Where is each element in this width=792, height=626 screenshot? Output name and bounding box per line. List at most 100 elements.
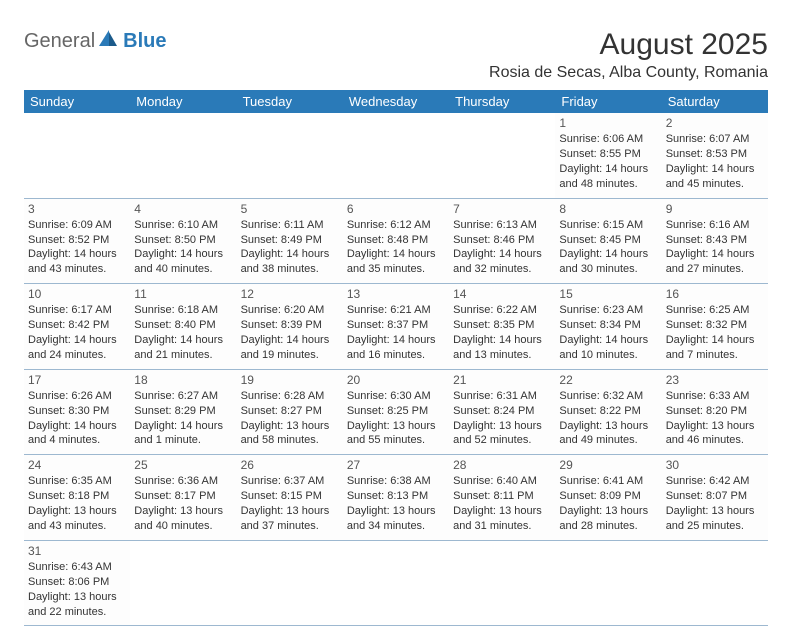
sunrise-text: Sunrise: 6:18 AM (134, 303, 232, 318)
calendar-day-cell: 25Sunrise: 6:36 AMSunset: 8:17 PMDayligh… (130, 455, 236, 541)
daylight-text: Daylight: 13 hours and 22 minutes. (28, 590, 126, 620)
day-number: 29 (559, 457, 657, 473)
sunrise-text: Sunrise: 6:38 AM (347, 474, 445, 489)
sunset-text: Sunset: 8:46 PM (453, 233, 551, 248)
sunset-text: Sunset: 8:40 PM (134, 318, 232, 333)
sunset-text: Sunset: 8:30 PM (28, 404, 126, 419)
day-number: 11 (134, 286, 232, 302)
daylight-text: Daylight: 14 hours and 48 minutes. (559, 162, 657, 192)
sunrise-text: Sunrise: 6:11 AM (241, 218, 339, 233)
calendar-day-cell (130, 540, 236, 626)
location-text: Rosia de Secas, Alba County, Romania (489, 64, 768, 82)
calendar-day-cell: 14Sunrise: 6:22 AMSunset: 8:35 PMDayligh… (449, 284, 555, 370)
brand-part2: Blue (123, 30, 166, 53)
sunset-text: Sunset: 8:09 PM (559, 489, 657, 504)
daylight-text: Daylight: 14 hours and 13 minutes. (453, 333, 551, 363)
calendar-day-cell: 19Sunrise: 6:28 AMSunset: 8:27 PMDayligh… (237, 369, 343, 455)
day-number: 21 (453, 372, 551, 388)
daylight-text: Daylight: 14 hours and 1 minute. (134, 419, 232, 449)
day-number: 27 (347, 457, 445, 473)
sunset-text: Sunset: 8:13 PM (347, 489, 445, 504)
column-header: Wednesday (343, 90, 449, 113)
sunrise-text: Sunrise: 6:15 AM (559, 218, 657, 233)
sunrise-text: Sunrise: 6:12 AM (347, 218, 445, 233)
day-number: 4 (134, 201, 232, 217)
calendar-day-cell: 16Sunrise: 6:25 AMSunset: 8:32 PMDayligh… (662, 284, 768, 370)
daylight-text: Daylight: 13 hours and 49 minutes. (559, 419, 657, 449)
calendar-day-cell: 23Sunrise: 6:33 AMSunset: 8:20 PMDayligh… (662, 369, 768, 455)
calendar-day-cell (662, 540, 768, 626)
column-header: Monday (130, 90, 236, 113)
calendar-day-cell: 13Sunrise: 6:21 AMSunset: 8:37 PMDayligh… (343, 284, 449, 370)
sunrise-text: Sunrise: 6:26 AM (28, 389, 126, 404)
calendar-day-cell (449, 113, 555, 198)
column-header: Saturday (662, 90, 768, 113)
sunset-text: Sunset: 8:07 PM (666, 489, 764, 504)
sunset-text: Sunset: 8:29 PM (134, 404, 232, 419)
sunset-text: Sunset: 8:06 PM (28, 575, 126, 590)
day-number: 20 (347, 372, 445, 388)
day-number: 6 (347, 201, 445, 217)
daylight-text: Daylight: 14 hours and 21 minutes. (134, 333, 232, 363)
day-number: 17 (28, 372, 126, 388)
sunset-text: Sunset: 8:24 PM (453, 404, 551, 419)
calendar-day-cell: 24Sunrise: 6:35 AMSunset: 8:18 PMDayligh… (24, 455, 130, 541)
calendar-day-cell: 27Sunrise: 6:38 AMSunset: 8:13 PMDayligh… (343, 455, 449, 541)
calendar-day-cell: 7Sunrise: 6:13 AMSunset: 8:46 PMDaylight… (449, 198, 555, 284)
daylight-text: Daylight: 13 hours and 34 minutes. (347, 504, 445, 534)
sunrise-text: Sunrise: 6:36 AM (134, 474, 232, 489)
calendar-day-cell (24, 113, 130, 198)
sunset-text: Sunset: 8:55 PM (559, 147, 657, 162)
calendar-day-cell: 9Sunrise: 6:16 AMSunset: 8:43 PMDaylight… (662, 198, 768, 284)
sunset-text: Sunset: 8:27 PM (241, 404, 339, 419)
day-number: 12 (241, 286, 339, 302)
calendar-day-cell (237, 113, 343, 198)
calendar-day-cell (343, 540, 449, 626)
calendar-day-cell: 21Sunrise: 6:31 AMSunset: 8:24 PMDayligh… (449, 369, 555, 455)
calendar-day-cell (449, 540, 555, 626)
daylight-text: Daylight: 13 hours and 55 minutes. (347, 419, 445, 449)
daylight-text: Daylight: 14 hours and 32 minutes. (453, 247, 551, 277)
daylight-text: Daylight: 13 hours and 46 minutes. (666, 419, 764, 449)
day-number: 18 (134, 372, 232, 388)
sunrise-text: Sunrise: 6:17 AM (28, 303, 126, 318)
calendar-day-cell (130, 113, 236, 198)
day-number: 9 (666, 201, 764, 217)
calendar-day-cell: 10Sunrise: 6:17 AMSunset: 8:42 PMDayligh… (24, 284, 130, 370)
sunrise-text: Sunrise: 6:16 AM (666, 218, 764, 233)
calendar-day-cell: 20Sunrise: 6:30 AMSunset: 8:25 PMDayligh… (343, 369, 449, 455)
sunrise-text: Sunrise: 6:13 AM (453, 218, 551, 233)
day-number: 28 (453, 457, 551, 473)
sunrise-text: Sunrise: 6:40 AM (453, 474, 551, 489)
sunset-text: Sunset: 8:49 PM (241, 233, 339, 248)
calendar-header-row: SundayMondayTuesdayWednesdayThursdayFrid… (24, 90, 768, 113)
brand-part1: General (24, 30, 95, 53)
daylight-text: Daylight: 14 hours and 16 minutes. (347, 333, 445, 363)
day-number: 15 (559, 286, 657, 302)
calendar-day-cell: 11Sunrise: 6:18 AMSunset: 8:40 PMDayligh… (130, 284, 236, 370)
daylight-text: Daylight: 14 hours and 45 minutes. (666, 162, 764, 192)
calendar-day-cell (555, 540, 661, 626)
calendar-day-cell: 5Sunrise: 6:11 AMSunset: 8:49 PMDaylight… (237, 198, 343, 284)
calendar-day-cell: 30Sunrise: 6:42 AMSunset: 8:07 PMDayligh… (662, 455, 768, 541)
calendar-day-cell: 18Sunrise: 6:27 AMSunset: 8:29 PMDayligh… (130, 369, 236, 455)
sunrise-text: Sunrise: 6:37 AM (241, 474, 339, 489)
sunrise-text: Sunrise: 6:42 AM (666, 474, 764, 489)
sunset-text: Sunset: 8:34 PM (559, 318, 657, 333)
daylight-text: Daylight: 13 hours and 40 minutes. (134, 504, 232, 534)
daylight-text: Daylight: 14 hours and 24 minutes. (28, 333, 126, 363)
calendar-week-row: 31Sunrise: 6:43 AMSunset: 8:06 PMDayligh… (24, 540, 768, 626)
sunset-text: Sunset: 8:45 PM (559, 233, 657, 248)
calendar-week-row: 24Sunrise: 6:35 AMSunset: 8:18 PMDayligh… (24, 455, 768, 541)
day-number: 24 (28, 457, 126, 473)
day-number: 23 (666, 372, 764, 388)
day-number: 25 (134, 457, 232, 473)
sunrise-text: Sunrise: 6:30 AM (347, 389, 445, 404)
sunset-text: Sunset: 8:53 PM (666, 147, 764, 162)
sunset-text: Sunset: 8:39 PM (241, 318, 339, 333)
daylight-text: Daylight: 14 hours and 40 minutes. (134, 247, 232, 277)
sunset-text: Sunset: 8:25 PM (347, 404, 445, 419)
sunset-text: Sunset: 8:32 PM (666, 318, 764, 333)
sunrise-text: Sunrise: 6:10 AM (134, 218, 232, 233)
calendar-day-cell: 8Sunrise: 6:15 AMSunset: 8:45 PMDaylight… (555, 198, 661, 284)
